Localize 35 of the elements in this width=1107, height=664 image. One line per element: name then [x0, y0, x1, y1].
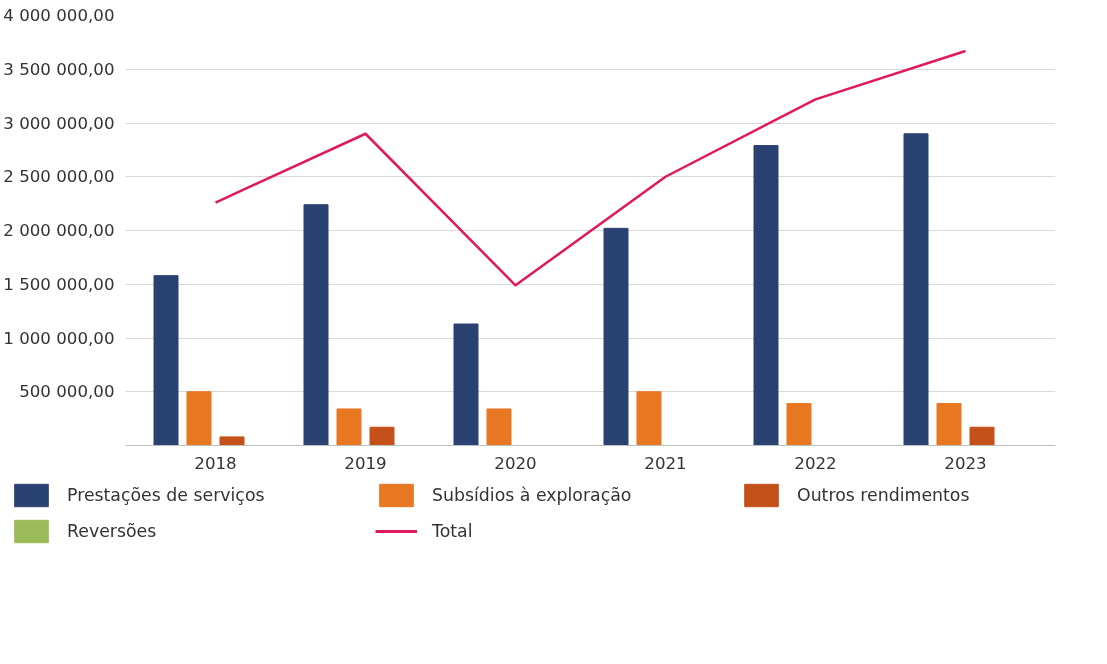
bar	[786, 403, 812, 446]
bar	[753, 145, 779, 446]
legend-label: Reversões	[67, 521, 158, 541]
bar	[369, 426, 395, 446]
bar	[969, 426, 995, 446]
y-tick-label: 3 000 000,00	[3, 113, 115, 133]
x-tick-label: 2019	[344, 453, 387, 473]
x-tick-label: 2021	[644, 453, 687, 473]
legend-label: Subsídios à exploração	[432, 485, 633, 505]
bar	[153, 275, 179, 446]
bar	[186, 391, 212, 446]
y-tick-label: 2 000 000,00	[3, 221, 115, 240]
y-tick-label: 1 000 000,00	[3, 328, 115, 348]
bar	[936, 403, 962, 446]
y-tick-label: 1 500 000,00	[3, 274, 115, 294]
y-tick-label: 500 000,00	[19, 382, 115, 402]
x-tick-label: 2023	[944, 453, 987, 473]
bar	[486, 408, 512, 446]
y-tick-label: 4 000 000,00	[3, 6, 115, 25]
legend-label: Outros rendimentos	[797, 485, 971, 505]
bar	[453, 323, 479, 446]
x-tick-label: 2018	[194, 453, 237, 473]
bar	[336, 408, 362, 446]
bar	[603, 227, 629, 446]
y-tick-label: 2 500 000,00	[3, 167, 115, 187]
line-series	[214, 49, 967, 287]
bar	[636, 391, 662, 446]
legend-label: Prestações de serviços	[67, 485, 266, 505]
x-tick-label: 2020	[494, 453, 537, 473]
bar	[303, 204, 329, 446]
bar	[219, 436, 245, 446]
x-tick-label: 2022	[794, 453, 837, 473]
y-tick-label: 3 500 000,00	[3, 59, 115, 79]
legend-label: Total	[432, 521, 474, 541]
bar	[903, 133, 929, 446]
